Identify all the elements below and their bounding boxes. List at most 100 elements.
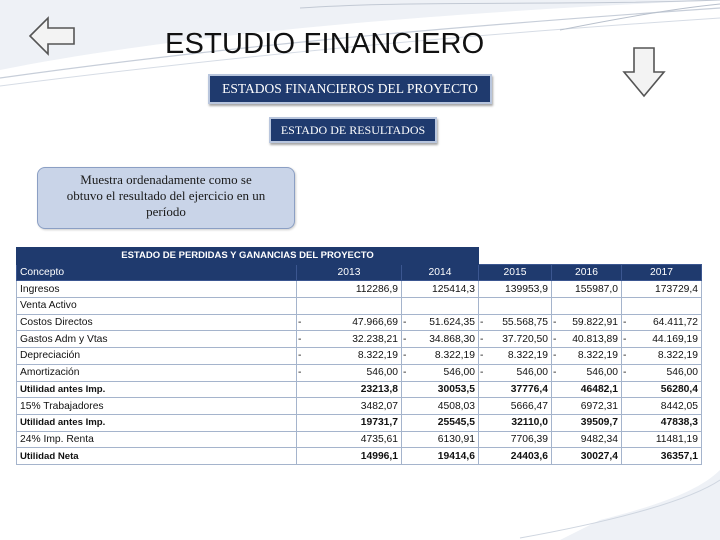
sign-cell <box>621 397 632 415</box>
value-cell: 47838,3 <box>631 413 702 432</box>
sign-cell: - <box>478 347 489 365</box>
value-cell: 46482,1 <box>561 380 622 399</box>
sign-cell: - <box>551 313 562 332</box>
table-row: Utilidad Neta 14996,1 19414,6 24403,6 30027,… <box>16 447 702 465</box>
sign-cell <box>621 447 632 465</box>
sign-cell <box>478 380 489 399</box>
value-cell: 8.322,19 <box>488 347 552 365</box>
value-cell: 8.322,19 <box>631 347 702 365</box>
value-cell: 36357,1 <box>631 447 702 465</box>
description-line: Muestra ordenadamente como se <box>80 172 252 187</box>
sign-cell <box>551 397 562 415</box>
value-cell: 546,00 <box>306 363 402 382</box>
sign-cell <box>478 297 489 315</box>
sign-cell <box>401 280 412 299</box>
value-cell <box>561 297 622 315</box>
row-label: Ingresos <box>16 280 297 299</box>
sign-cell <box>621 430 632 449</box>
sign-cell: - <box>401 347 412 365</box>
sign-cell <box>478 447 489 465</box>
sign-cell: - <box>296 313 307 332</box>
value-cell: 11481,19 <box>631 430 702 449</box>
table-caption: ESTADO DE PERDIDAS Y GANANCIAS DEL PROYE… <box>16 247 479 265</box>
next-button[interactable] <box>622 46 666 98</box>
sign-cell <box>296 380 307 399</box>
row-label: 15% Trabajadores <box>16 397 297 415</box>
sub-header: ESTADO DE RESULTADOS <box>269 117 437 143</box>
value-cell: 155987,0 <box>561 280 622 299</box>
row-label: Venta Activo <box>16 297 297 315</box>
sign-cell <box>401 447 412 465</box>
value-cell: 8.322,19 <box>561 347 622 365</box>
page-title: ESTUDIO FINANCIERO <box>165 28 485 60</box>
column-header-year: 2014 <box>401 263 479 282</box>
value-cell: 19731,7 <box>306 413 402 432</box>
column-header-year: 2016 <box>551 263 622 282</box>
sign-cell: - <box>478 363 489 382</box>
sign-cell <box>621 297 632 315</box>
table-row: Venta Activo <box>16 297 702 315</box>
value-cell: 7706,39 <box>488 430 552 449</box>
value-cell: 9482,34 <box>561 430 622 449</box>
description-line: período <box>146 204 186 219</box>
row-label: 24% Imp. Renta <box>16 430 297 449</box>
sign-cell <box>621 380 632 399</box>
row-label: Costos Directos <box>16 313 297 332</box>
table-row: Ingresos 112286,9 125414,3 139953,9 155987,0… <box>16 280 702 299</box>
value-cell: 6972,31 <box>561 397 622 415</box>
back-button[interactable] <box>28 16 76 56</box>
column-header-year: 2013 <box>296 263 402 282</box>
value-cell: 3482,07 <box>306 397 402 415</box>
value-cell: 34.868,30 <box>411 330 479 349</box>
value-cell: 546,00 <box>488 363 552 382</box>
value-cell <box>306 297 402 315</box>
sign-cell: - <box>296 347 307 365</box>
table-banner-row: ESTADO DE PERDIDAS Y GANANCIAS DEL PROYE… <box>16 247 702 265</box>
down-arrow-icon <box>622 47 666 98</box>
value-cell: 25545,5 <box>411 413 479 432</box>
table-row: Depreciación -8.322,19-8.322,19-8.322,19-… <box>16 347 702 365</box>
sign-cell: - <box>296 363 307 382</box>
sign-cell <box>296 447 307 465</box>
value-cell: 5666,47 <box>488 397 552 415</box>
sign-cell <box>401 413 412 432</box>
sign-cell <box>621 280 632 299</box>
sign-cell <box>401 380 412 399</box>
sign-cell <box>401 397 412 415</box>
table-header-row: Concepto 2013 2014 2015 2016 2017 <box>16 263 702 282</box>
value-cell: 546,00 <box>561 363 622 382</box>
sign-cell <box>296 430 307 449</box>
sign-cell <box>478 280 489 299</box>
value-cell: 39509,7 <box>561 413 622 432</box>
sign-cell <box>296 413 307 432</box>
value-cell: 30027,4 <box>561 447 622 465</box>
column-header-concept: Concepto <box>16 263 297 282</box>
table-row: Utilidad antes Imp. 23213,8 30053,5 37776,4… <box>16 380 702 399</box>
value-cell: 19414,6 <box>411 447 479 465</box>
sign-cell <box>401 430 412 449</box>
sign-cell <box>296 280 307 299</box>
row-label: Gastos Adm y Vtas <box>16 330 297 349</box>
sign-cell <box>401 297 412 315</box>
sign-cell <box>478 430 489 449</box>
table-row: Costos Directos -47.966,69-51.624,35-55.5… <box>16 313 702 332</box>
sign-cell: - <box>296 330 307 349</box>
value-cell: 37.720,50 <box>488 330 552 349</box>
left-arrow-icon <box>28 16 75 56</box>
sign-cell: - <box>621 313 632 332</box>
value-cell: 546,00 <box>631 363 702 382</box>
value-cell: 8.322,19 <box>306 347 402 365</box>
value-cell: 23213,8 <box>306 380 402 399</box>
sign-cell <box>296 397 307 415</box>
value-cell: 40.813,89 <box>561 330 622 349</box>
sign-cell <box>478 413 489 432</box>
description-line: obtuvo el resultado del ejercicio en un <box>66 188 266 203</box>
sign-cell <box>551 297 562 315</box>
value-cell: 56280,4 <box>631 380 702 399</box>
sign-cell: - <box>401 313 412 332</box>
sign-cell <box>551 447 562 465</box>
value-cell: 55.568,75 <box>488 313 552 332</box>
sign-cell: - <box>621 347 632 365</box>
sign-cell <box>296 297 307 315</box>
value-cell: 6130,91 <box>411 430 479 449</box>
